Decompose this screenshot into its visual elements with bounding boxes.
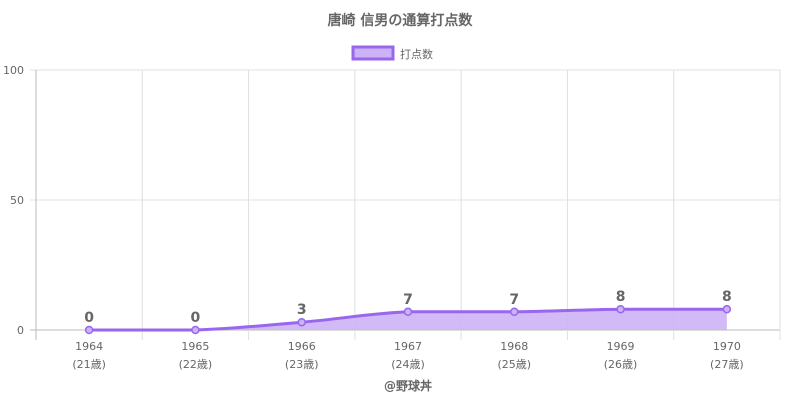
data-label: 0 xyxy=(84,310,94,326)
x-tick-label: 1970 xyxy=(713,340,741,353)
x-tick-sublabel: (23歳) xyxy=(285,358,319,371)
x-tick-sublabel: (26歳) xyxy=(604,358,638,371)
data-point xyxy=(722,304,732,314)
x-tick-label: 1967 xyxy=(394,340,422,353)
x-tick-label: 1965 xyxy=(181,340,209,353)
data-label: 3 xyxy=(297,302,307,318)
data-label: 8 xyxy=(722,289,732,305)
x-tick-label: 1968 xyxy=(500,340,528,353)
x-tick-label: 1966 xyxy=(288,340,316,353)
chart-title: 唐崎 信男の通算打点数 xyxy=(328,12,474,29)
data-point xyxy=(191,325,200,335)
data-label: 7 xyxy=(403,292,413,308)
data-label: 7 xyxy=(509,292,519,308)
series-area xyxy=(89,309,727,330)
axis-layer: 0 50 100 1964 (21歳) 1965 (22歳) 1966 (23歳) 1967 (24… xyxy=(3,64,744,371)
x-tick-sublabel: (24歳) xyxy=(391,358,425,371)
y-tick-label: 100 xyxy=(3,64,24,77)
x-tick-label: 1964 xyxy=(75,340,103,353)
legend-swatch xyxy=(351,45,395,61)
x-tick-sublabel: (25歳) xyxy=(497,358,531,371)
legend-label: 打点数 xyxy=(400,47,433,61)
chart-footer: @野球丼 xyxy=(384,378,432,393)
data-point xyxy=(403,307,413,317)
data-label: 8 xyxy=(616,289,626,305)
y-tick-label: 50 xyxy=(10,194,24,207)
y-tick-label: 0 xyxy=(17,324,24,337)
x-tick-sublabel: (27歳) xyxy=(710,358,744,371)
points-layer xyxy=(84,304,732,335)
legend[interactable]: 打点数 xyxy=(351,45,433,61)
data-point xyxy=(297,317,306,327)
x-tick-sublabel: (21歳) xyxy=(72,358,106,371)
x-tick-label: 1969 xyxy=(607,340,635,353)
data-point xyxy=(84,325,94,335)
x-tick-sublabel: (22歳) xyxy=(179,358,213,371)
data-point xyxy=(616,304,625,314)
labels-layer: 0 0 3 7 7 8 8 xyxy=(84,289,731,326)
data-label: 0 xyxy=(191,310,201,326)
data-point xyxy=(510,307,519,317)
